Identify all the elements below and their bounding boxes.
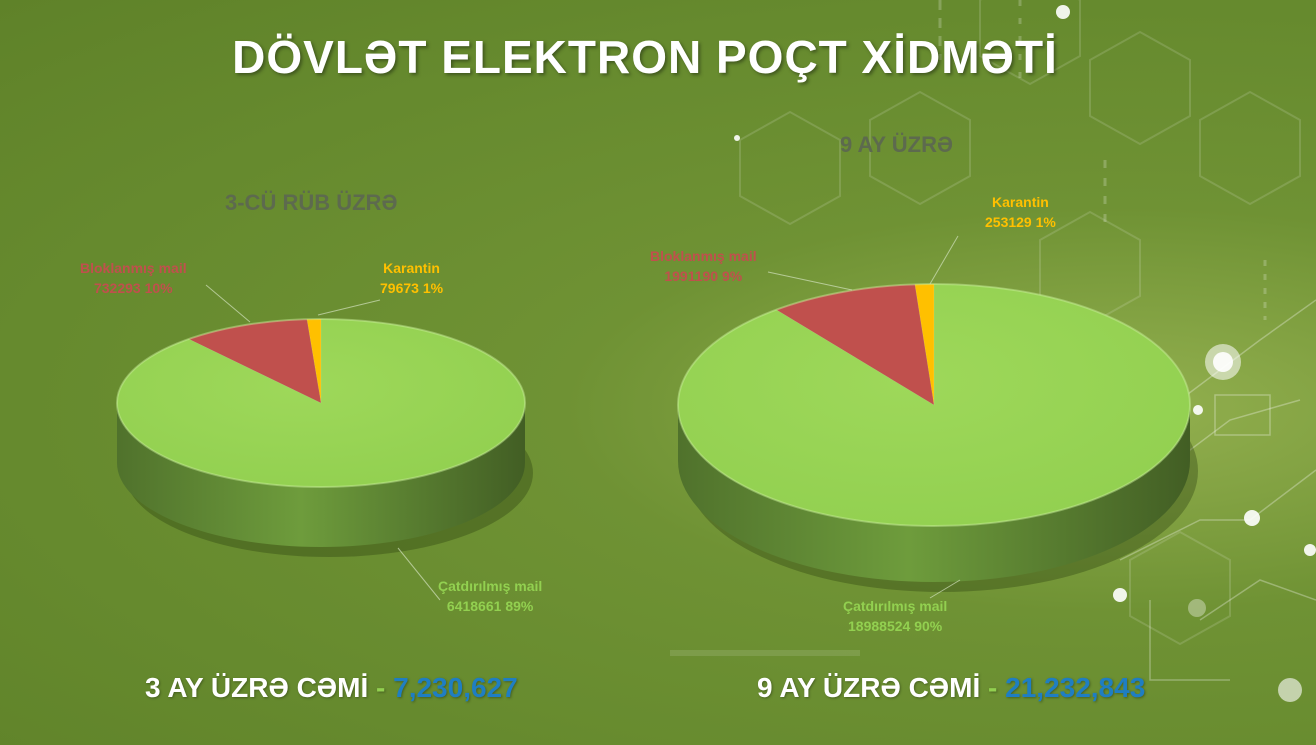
q3-slice-delivered <box>116 318 526 488</box>
total-9-months-dash: - <box>980 672 1006 703</box>
nine-slice-delivered <box>677 283 1191 527</box>
total-3-months-value: 7,230,627 <box>393 672 518 703</box>
q3-leader-quarantine <box>317 299 381 316</box>
nine-rim <box>677 283 1191 527</box>
chart-2-title: 9 AY ÜZRƏ <box>840 132 953 157</box>
q3-slice-quarantine <box>306 318 322 404</box>
chart-2-label-quarantine: Karantin 253129 1% <box>985 194 1056 230</box>
total-9-months-label: 9 AY ÜZRƏ CƏMİ <box>757 672 981 703</box>
nine-slice-blocked <box>775 284 935 406</box>
nine-slice-quarantine <box>914 283 935 406</box>
nine-leader-quarantine <box>929 235 959 285</box>
chart-1-label-quarantine: Karantin 79673 1% <box>380 260 444 296</box>
total-3-months-dash: - <box>368 672 394 703</box>
q3-rim <box>116 318 526 488</box>
total-3-months: 3 AY ÜZRƏ CƏMİ - 7,230,627 <box>145 672 518 704</box>
nine-side-delivered <box>678 405 1190 582</box>
chart-2-label-delivered: Çatdırılmış mail 18988524 90% <box>843 598 948 634</box>
q3-leader-delivered <box>397 547 441 601</box>
q3-side-delivered <box>117 403 525 547</box>
nine-leader-delivered <box>929 579 961 599</box>
page-title: DÖVLƏT ELEKTRON POÇT XİDMƏTİ <box>232 31 1058 83</box>
total-3-months-label: 3 AY ÜZRƏ CƏMİ <box>145 672 369 703</box>
chart-1-label-delivered: Çatdırılmış mail 6418661 89% <box>438 578 543 614</box>
chart-1-title: 3-CÜ RÜB ÜZRƏ <box>225 190 398 215</box>
chart-1-label-blocked: Bloklanmış mail 732293 10% <box>80 260 187 296</box>
total-9-months-value: 21,232,843 <box>1005 672 1146 703</box>
q3-leader-blocked <box>205 284 251 323</box>
total-9-months: 9 AY ÜZRƏ CƏMİ - 21,232,843 <box>757 672 1145 704</box>
q3-slice-blocked <box>188 318 322 404</box>
chart-2-label-blocked: Bloklanmış mail 1991190 9% <box>650 248 757 284</box>
nine-leader-blocked <box>767 271 853 291</box>
